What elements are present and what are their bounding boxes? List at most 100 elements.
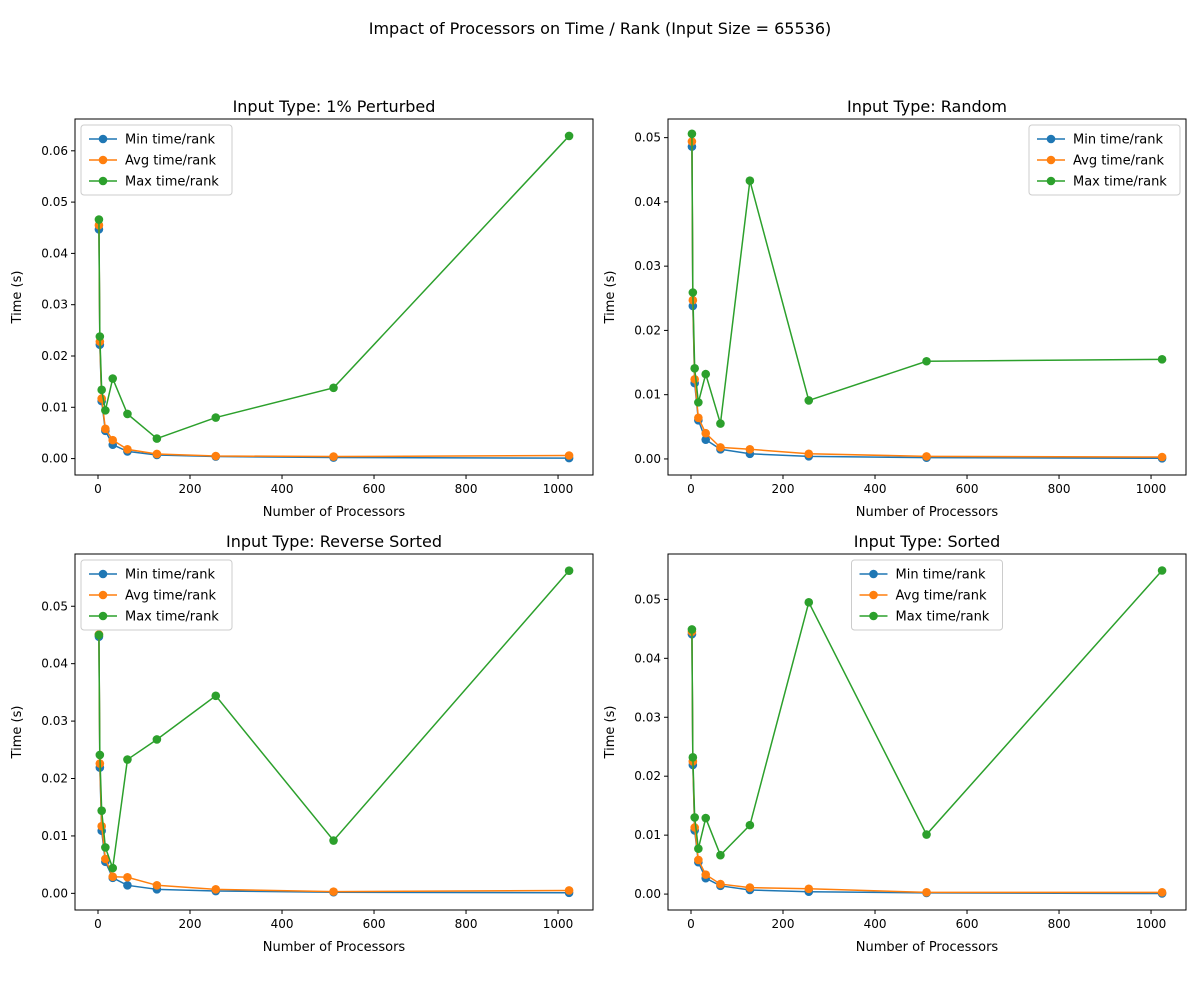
subplot-title: Input Type: Random	[847, 97, 1007, 116]
data-point	[716, 443, 725, 452]
y-axis-label: Time (s)	[10, 706, 25, 760]
x-tick-label: 0	[687, 482, 695, 496]
subplot-title: Input Type: 1% Perturbed	[233, 97, 436, 116]
y-tick-label: 0.03	[41, 298, 68, 312]
x-tick-label: 1000	[1136, 482, 1167, 496]
data-point	[564, 886, 574, 895]
x-tick-label: 400	[864, 482, 887, 496]
legend-swatch-marker	[1046, 134, 1056, 144]
axes-frame	[667, 553, 1187, 911]
data-point	[701, 813, 711, 823]
y-tick-label: 0.00	[41, 886, 68, 900]
legend-frame	[1028, 124, 1181, 196]
data-point	[95, 750, 105, 760]
x-tick-label: 1000	[543, 917, 574, 931]
legend-swatch-marker	[1046, 155, 1056, 165]
series-line	[691, 133, 1163, 424]
legend-entry-label: Max time/rank	[1073, 175, 1167, 190]
y-tick-label: 0.03	[634, 259, 661, 273]
data-point	[1157, 452, 1167, 462]
data-point	[123, 881, 132, 890]
x-tick-label: 200	[179, 917, 202, 931]
x-tick-label: 0	[687, 917, 695, 931]
data-point	[690, 374, 699, 384]
data-point	[564, 566, 574, 575]
y-tick-label: 0.04	[634, 651, 661, 665]
data-point	[564, 451, 574, 460]
y-tick-label: 0.03	[634, 710, 661, 724]
data-point	[94, 630, 104, 640]
data-point	[694, 855, 703, 865]
legend-entry-label: Min time/rank	[125, 133, 216, 148]
figure-suptitle: Impact of Processors on Time / Rank (Inp…	[369, 19, 832, 38]
legend-frame	[851, 559, 1003, 631]
x-tick-label: 200	[772, 482, 795, 496]
data-point	[152, 449, 162, 459]
legend-entry-label: Max time/rank	[125, 610, 219, 625]
data-point	[152, 434, 162, 443]
legend: Min time/rank Avg time/rank Max time/rank	[80, 124, 233, 196]
legend-swatch-marker	[1046, 176, 1056, 186]
data-point	[211, 691, 221, 701]
data-point	[101, 854, 110, 864]
y-tick-label: 0.02	[41, 349, 68, 363]
data-point	[97, 821, 106, 831]
data-point	[101, 843, 110, 852]
data-point	[108, 435, 118, 445]
x-tick-label: 200	[179, 482, 202, 496]
data-point	[123, 755, 132, 764]
data-point	[716, 850, 725, 860]
data-point	[688, 288, 698, 297]
y-axis-label: Time (s)	[603, 706, 618, 760]
y-tick-label: 0.01	[634, 388, 661, 402]
legend-frame	[80, 124, 233, 196]
data-point	[922, 830, 931, 839]
series-2	[94, 566, 574, 873]
data-point	[101, 424, 110, 434]
data-point	[688, 753, 698, 762]
subplot-2: Input Type: Reverse Sorted 0 200 400 600 800 1…	[10, 532, 594, 955]
y-tick-label: 0.04	[41, 246, 68, 260]
legend-swatch-marker	[98, 155, 108, 165]
y-tick-label: 0.04	[41, 657, 68, 671]
legend: Min time/rank Avg time/rank Max time/rank	[80, 559, 233, 631]
data-point	[687, 129, 697, 139]
y-tick-label: 0.04	[634, 195, 661, 209]
axes-frame	[74, 118, 594, 476]
y-axis-label: Time (s)	[603, 271, 618, 325]
x-tick-label: 1000	[1136, 917, 1167, 931]
legend-swatch-marker	[869, 569, 878, 579]
subplot-grid: Input Type: 1% Perturbed 0 200 400 600 800 100…	[10, 97, 1187, 955]
x-axis-label: Number of Processors	[856, 940, 999, 955]
x-tick-label: 400	[271, 482, 294, 496]
legend-entry-label: Min time/rank	[125, 568, 216, 583]
data-point	[804, 598, 814, 607]
data-point	[687, 625, 697, 634]
y-tick-label: 0.03	[41, 714, 68, 728]
legend-swatch-marker	[98, 590, 108, 600]
data-point	[97, 806, 106, 815]
x-tick-label: 800	[1048, 917, 1071, 931]
data-point	[701, 428, 711, 438]
x-tick-label: 200	[772, 917, 795, 931]
y-tick-label: 0.05	[634, 592, 661, 606]
data-point	[108, 863, 118, 873]
x-axis-label: Number of Processors	[263, 505, 406, 520]
data-point	[701, 435, 711, 444]
data-point	[97, 385, 106, 395]
y-tick-label: 0.05	[634, 131, 661, 145]
data-point	[804, 449, 814, 459]
data-point	[690, 813, 699, 822]
data-point	[922, 888, 931, 897]
data-point	[804, 884, 814, 894]
subplot-1: Input Type: Random 0 200 400 600 800 1000 0.00 0…	[603, 97, 1187, 520]
data-point	[152, 881, 162, 890]
x-tick-label: 1000	[543, 482, 574, 496]
data-point	[211, 413, 221, 422]
data-point	[1157, 888, 1167, 897]
x-axis-label: Number of Processors	[263, 940, 406, 955]
data-point	[804, 396, 814, 405]
x-tick-label: 0	[94, 482, 102, 496]
data-point	[922, 452, 931, 461]
data-point	[694, 398, 703, 407]
